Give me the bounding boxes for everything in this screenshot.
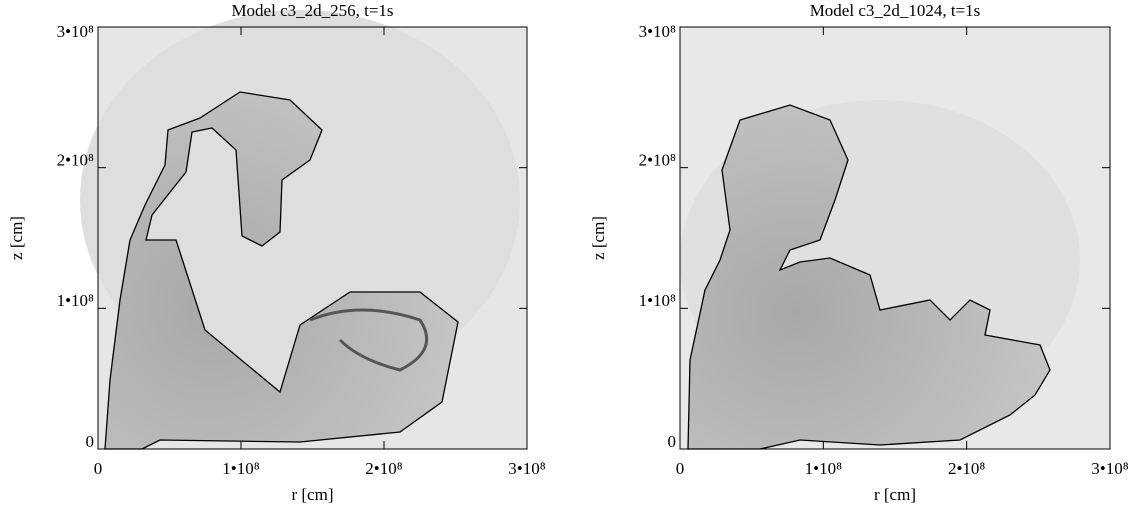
x-tick-label: 2•10⁸ [365,459,402,478]
y-tick-label: 3•10⁸ [57,22,94,41]
x-tick-label: 3•10⁸ [508,459,545,478]
chart-title: Model c3_2d_256, t=1s [231,1,393,20]
x-tick-label: 1•10⁸ [222,459,259,478]
x-tick-label: 3•10⁸ [1091,459,1128,478]
y-tick-label: 1•10⁸ [639,291,676,310]
y-axis-label: z [cm] [7,216,26,260]
y-tick-label: 0 [86,432,95,451]
y-axis-label: z [cm] [589,216,608,260]
x-axis-label: r [cm] [874,485,916,504]
x-tick-label: 1•10⁸ [805,459,842,478]
chart-title: Model c3_2d_1024, t=1s [810,1,981,20]
y-tick-label: 2•10⁸ [57,151,94,170]
panel-image-left [80,10,527,449]
y-tick-label: 3•10⁸ [639,22,676,41]
y-tick-label: 2•10⁸ [639,151,676,170]
x-tick-label: 0 [94,459,103,478]
x-axis-label: r [cm] [291,485,333,504]
panel-image-right [680,27,1110,449]
x-tick-label: 2•10⁸ [948,459,985,478]
figure: Model c3_2d_256, t=1s r [cm] z [cm] 0 1•10⁸ 2… [0,0,1146,513]
y-tick-label: 1•10⁸ [57,291,94,310]
y-tick-label: 0 [668,432,677,451]
x-tick-label: 0 [676,459,685,478]
